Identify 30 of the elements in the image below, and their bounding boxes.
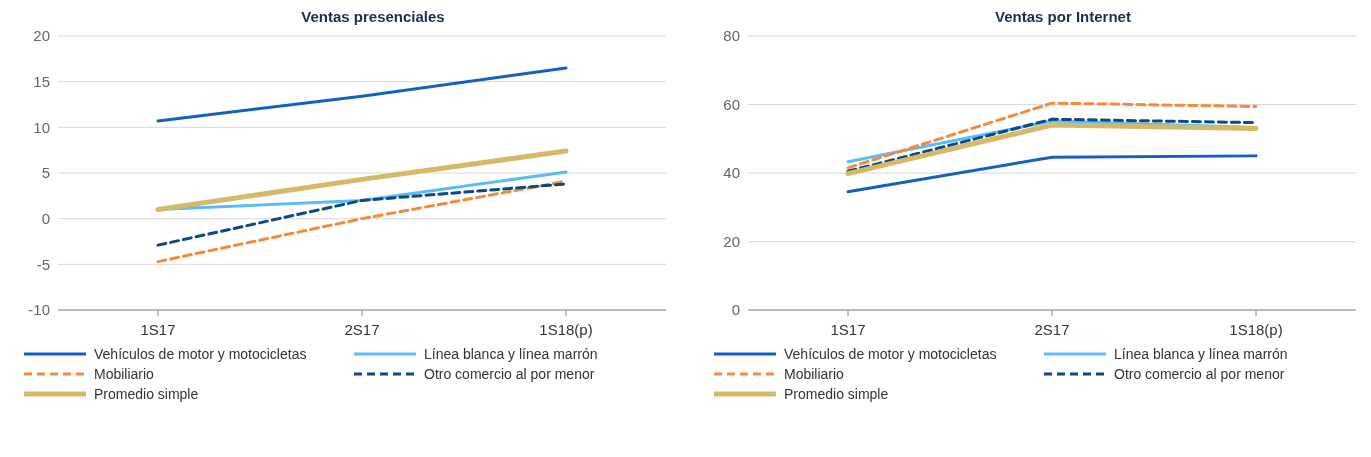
- y-tick-label: 10: [33, 118, 50, 136]
- y-tick-label: -10: [28, 301, 50, 319]
- legend-label: Promedio simple: [94, 386, 199, 402]
- y-tick-label: 40: [723, 164, 740, 182]
- legend-label: Mobiliario: [784, 366, 844, 382]
- x-tick-label: 1S17: [830, 320, 866, 338]
- legend-label: Línea blanca y línea marrón: [1114, 346, 1288, 362]
- x-tick-label: 1S18(p): [1229, 320, 1283, 338]
- y-tick-label: 0: [41, 209, 50, 227]
- y-tick-label: 20: [723, 232, 740, 250]
- y-tick-label: 15: [33, 72, 50, 90]
- y-tick-label: 0: [731, 301, 740, 319]
- legend-label: Línea blanca y línea marrón: [424, 346, 598, 362]
- legend-label: Promedio simple: [784, 386, 889, 402]
- y-tick-label: 60: [723, 95, 740, 113]
- x-tick-label: 1S18(p): [539, 320, 593, 338]
- y-tick-label: 80: [723, 27, 740, 45]
- legend-label: Otro comercio al por menor: [424, 366, 595, 382]
- legend-label: Mobiliario: [94, 366, 154, 382]
- x-tick-label: 2S17: [344, 320, 380, 338]
- chart-title: Ventas presenciales: [300, 8, 446, 27]
- x-tick-label: 2S17: [1034, 320, 1070, 338]
- y-tick-label: 5: [41, 164, 50, 182]
- x-tick-label: 1S17: [140, 320, 176, 338]
- legend-label: Vehículos de motor y motocicletas: [94, 346, 307, 362]
- y-tick-label: 20: [33, 27, 50, 45]
- y-tick-label: -5: [36, 255, 50, 273]
- legend-label: Vehículos de motor y motocicletas: [784, 346, 997, 362]
- chart-title: Ventas por Internet: [994, 8, 1132, 27]
- legend-label: Otro comercio al por menor: [1114, 366, 1285, 382]
